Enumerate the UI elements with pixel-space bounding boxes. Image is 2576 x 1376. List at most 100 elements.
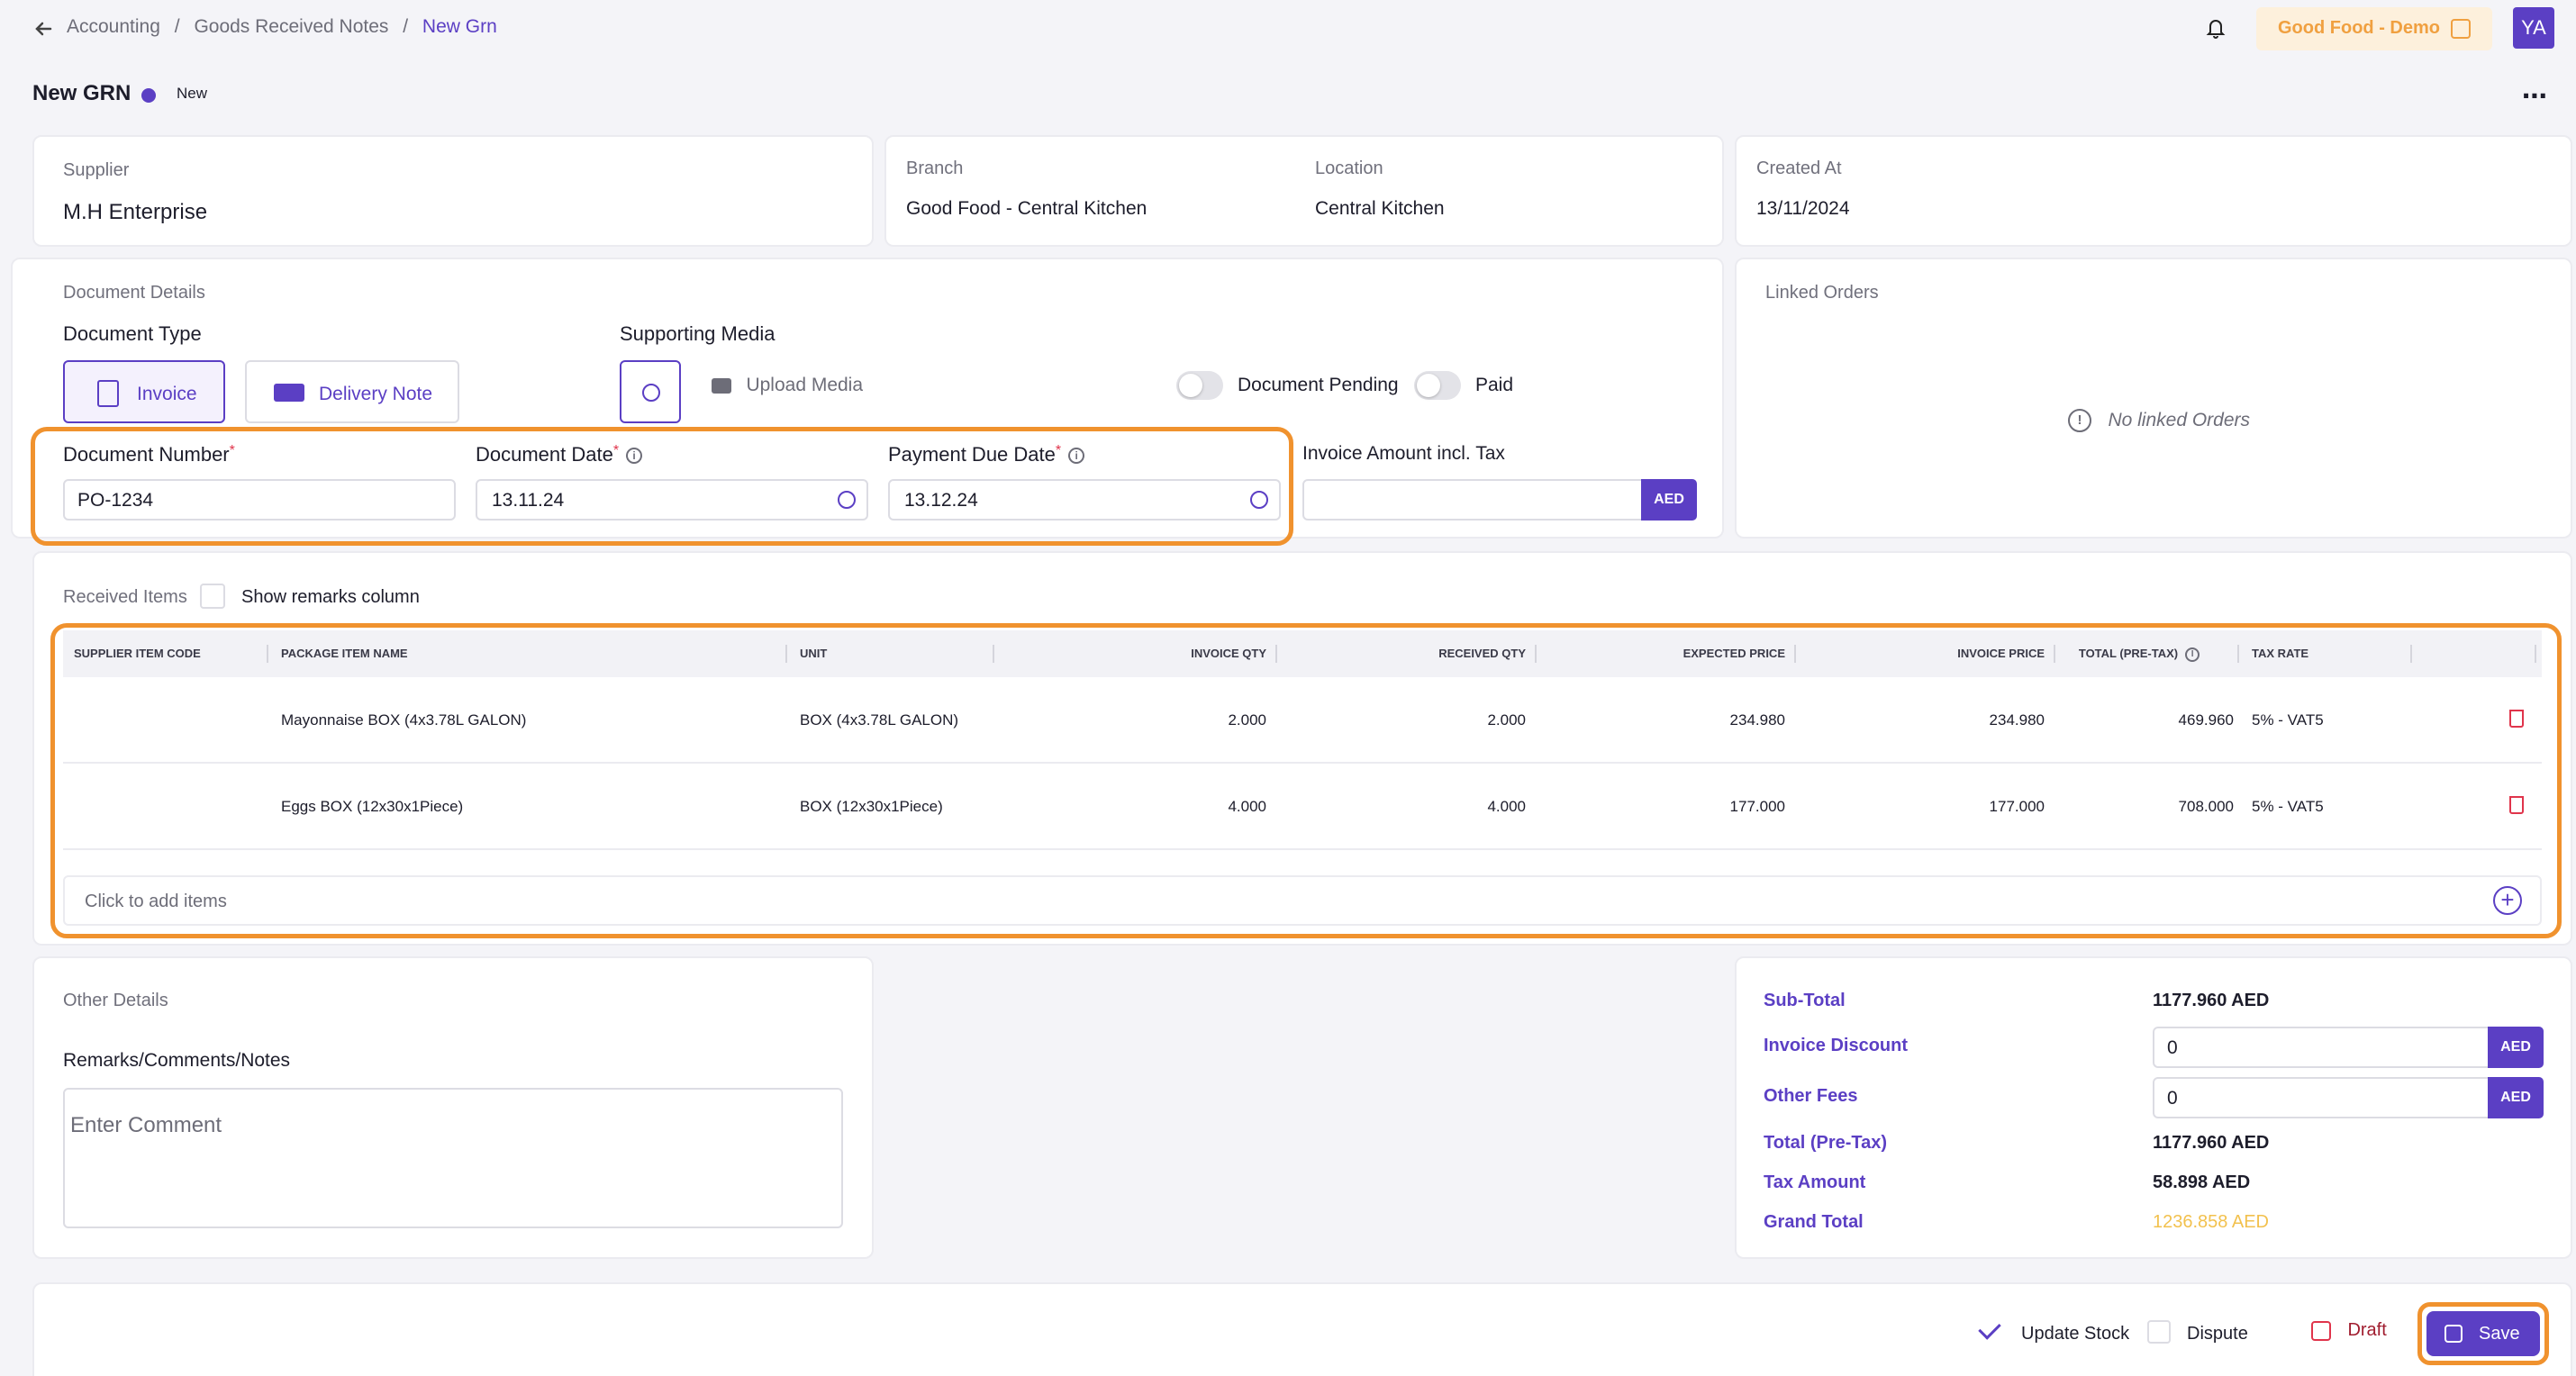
payment-due-value: 13.12.24 — [904, 490, 978, 511]
upload-media-label: Upload Media — [746, 375, 864, 395]
cell-expected-price: 177.000 — [1729, 798, 1785, 815]
breadcrumb-separator: / — [174, 16, 180, 37]
col-separator[interactable] — [1794, 645, 1796, 663]
cell-total: 708.000 — [2178, 798, 2234, 815]
cell-unit: BOX (12x30x1Piece) — [800, 798, 943, 815]
document-number-label-text: Document Number — [63, 443, 230, 466]
supporting-media-label: Supporting Media — [620, 322, 776, 345]
linked-orders-title: Linked Orders — [1765, 283, 1879, 303]
col-separator[interactable] — [785, 645, 787, 663]
cell-tax-rate[interactable]: 5% - VAT5 — [2252, 711, 2324, 729]
cell-tax-rate[interactable]: 5% - VAT5 — [2252, 798, 2324, 815]
draft-icon — [2311, 1320, 2331, 1341]
document-type-label: Document Type — [63, 322, 202, 345]
chevron-down-icon — [1250, 491, 1268, 509]
invoice-type-label: Invoice — [137, 384, 197, 404]
cell-received-qty[interactable]: 2.000 — [1487, 711, 1526, 729]
invoice-icon — [97, 380, 119, 407]
delivery-note-type-button[interactable]: Delivery Note — [245, 360, 459, 423]
fees-currency-button[interactable]: AED — [2488, 1077, 2544, 1118]
add-items-label: Click to add items — [85, 892, 227, 911]
add-items-row[interactable]: Click to add items + — [63, 875, 2542, 926]
col-separator[interactable] — [993, 645, 994, 663]
delete-icon[interactable] — [2509, 710, 2524, 728]
table-header: Supplier Item Code Package Item Name Uni… — [63, 630, 2542, 677]
avatar[interactable]: YA — [2513, 7, 2554, 49]
paid-label: Paid — [1475, 375, 1514, 395]
switch-org-icon — [2451, 19, 2471, 39]
remarks-textarea[interactable]: Enter Comment — [63, 1088, 843, 1228]
cell-invoice-price[interactable]: 177.000 — [1989, 798, 2045, 815]
table-row[interactable]: Eggs BOX (12x30x1Piece) BOX (12x30x1Piec… — [63, 764, 2542, 850]
update-stock-label: Update Stock — [2021, 1324, 2130, 1344]
document-section-title: Document Details — [63, 283, 205, 303]
created-card: Created At 13/11/2024 — [1735, 135, 2572, 247]
no-linked-orders: ! No linked Orders — [2068, 409, 2250, 432]
org-switcher[interactable]: Good Food - Demo — [2256, 7, 2492, 50]
bell-icon[interactable] — [2202, 14, 2229, 41]
draft-label: Draft — [2347, 1320, 2387, 1340]
more-options-icon[interactable]: ⋯ — [2522, 82, 2548, 110]
show-remarks-checkbox[interactable] — [200, 584, 225, 609]
required-mark: * — [229, 443, 235, 458]
payment-due-label-text: Payment Due Date — [888, 443, 1056, 466]
empty-info-icon: ! — [2068, 409, 2091, 432]
back-arrow-icon[interactable] — [31, 16, 56, 41]
delete-icon[interactable] — [2509, 796, 2524, 814]
col-separator[interactable] — [1535, 645, 1537, 663]
required-mark: * — [1055, 443, 1062, 458]
fees-input[interactable]: 0 — [2153, 1077, 2491, 1118]
table-row[interactable]: Mayonnaise BOX (4x3.78L GALON) BOX (4x3.… — [63, 677, 2542, 764]
required-mark: * — [612, 443, 620, 458]
cell-item-name: Mayonnaise BOX (4x3.78L GALON) — [281, 711, 527, 729]
cell-received-qty[interactable]: 4.000 — [1487, 798, 1526, 815]
save-label: Save — [2479, 1324, 2520, 1344]
col-item-name: Package Item Name — [281, 647, 408, 660]
currency-button[interactable]: AED — [1641, 479, 1697, 521]
col-separator[interactable] — [1275, 645, 1277, 663]
col-separator[interactable] — [2054, 645, 2055, 663]
info-icon[interactable]: i — [626, 448, 643, 465]
subtotal-value: 1177.960 AED — [2153, 991, 2270, 1010]
dispute-label: Dispute — [2187, 1324, 2248, 1344]
breadcrumb-accounting[interactable]: Accounting — [67, 16, 160, 37]
col-received-qty: Received QTY — [1438, 647, 1526, 660]
paid-toggle[interactable] — [1414, 371, 1461, 400]
col-separator[interactable] — [2410, 645, 2412, 663]
pretax-value: 1177.960 AED — [2153, 1133, 2270, 1153]
col-separator[interactable] — [2535, 645, 2536, 663]
add-circle-icon[interactable]: + — [2493, 886, 2522, 915]
col-tax-rate: Tax Rate — [2252, 647, 2309, 660]
discount-input[interactable]: 0 — [2153, 1027, 2491, 1068]
save-button[interactable]: Save — [2426, 1311, 2540, 1356]
document-date-picker[interactable]: 13.11.24 — [476, 479, 868, 521]
document-number-input[interactable]: PO-1234 — [63, 479, 456, 521]
tax-amount-label: Tax Amount — [1764, 1172, 1866, 1192]
media-attach-button[interactable] — [620, 360, 681, 423]
cell-invoice-qty[interactable]: 4.000 — [1228, 798, 1266, 815]
draft-button[interactable]: Draft — [2311, 1320, 2387, 1341]
dispute-checkbox[interactable] — [2147, 1320, 2171, 1344]
cell-invoice-qty[interactable]: 2.000 — [1228, 711, 1266, 729]
pretax-label: Total (Pre-Tax) — [1764, 1133, 1888, 1153]
col-separator[interactable] — [267, 645, 268, 663]
info-icon[interactable]: i — [2185, 647, 2200, 662]
document-date-label-text: Document Date — [476, 443, 613, 466]
discount-currency-button[interactable]: AED — [2488, 1027, 2544, 1068]
invoice-type-button[interactable]: Invoice — [63, 360, 225, 423]
branch-value: Good Food - Central Kitchen — [906, 198, 1147, 219]
invoice-amount-input[interactable] — [1302, 479, 1652, 521]
payment-due-picker[interactable]: 13.12.24 — [888, 479, 1281, 521]
cell-invoice-price[interactable]: 234.980 — [1989, 711, 2045, 729]
col-separator[interactable] — [2237, 645, 2239, 663]
upload-media-button[interactable]: Upload Media — [712, 375, 863, 396]
fees-label: Other Fees — [1764, 1086, 1858, 1106]
footer-bar — [32, 1282, 2572, 1376]
breadcrumb-grn[interactable]: Goods Received Notes — [194, 16, 389, 37]
col-invoice-qty: Invoice QTY — [1191, 647, 1266, 660]
document-pending-toggle[interactable] — [1176, 371, 1223, 400]
info-icon[interactable]: i — [1068, 448, 1085, 465]
created-label: Created At — [1756, 158, 1842, 178]
col-expected-price: Expected Price — [1683, 647, 1785, 660]
col-invoice-price: Invoice Price — [1957, 647, 2045, 660]
